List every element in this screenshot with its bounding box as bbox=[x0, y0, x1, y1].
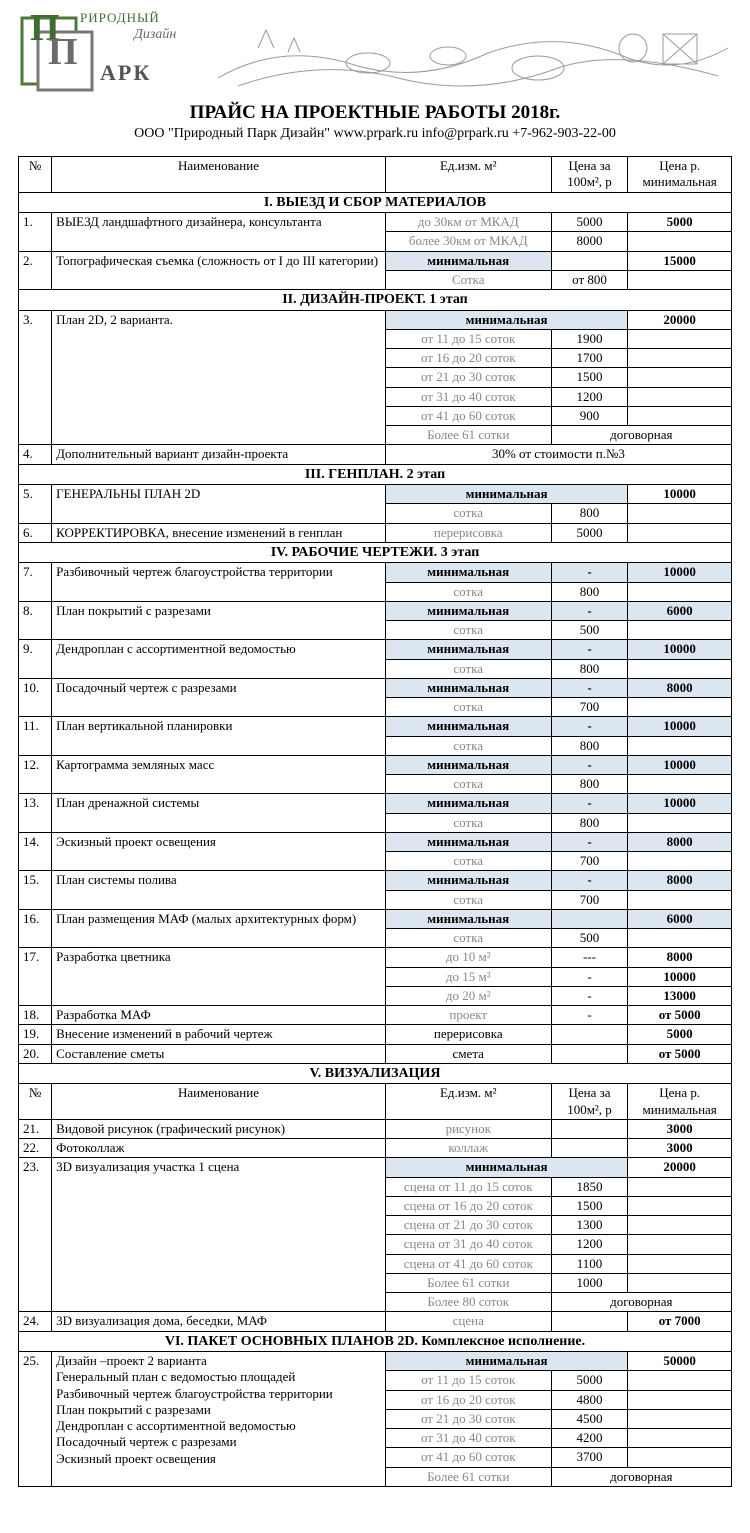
row-unit: коллаж bbox=[385, 1139, 551, 1158]
row-pmin: 3000 bbox=[628, 1119, 732, 1138]
row-p100: 5000 bbox=[551, 523, 628, 542]
row-pmin: 3000 bbox=[628, 1139, 732, 1158]
row-pmin: от 7000 bbox=[628, 1312, 732, 1331]
row-num: 18. bbox=[19, 1006, 52, 1025]
hdr-num: № bbox=[19, 157, 52, 193]
section-title: III. ГЕНПЛАН. 2 этап bbox=[19, 464, 732, 485]
hdr-pmin: Цена р. минимальная bbox=[628, 157, 732, 193]
section-title: VI. ПАКЕТ ОСНОВНЫХ ПЛАНОВ 2D. Комплексно… bbox=[19, 1331, 732, 1352]
row-p100 bbox=[551, 1139, 628, 1158]
hdr-unit: Ед.изм. м² bbox=[385, 157, 551, 193]
svg-text:П: П bbox=[48, 31, 78, 73]
row-name: Внесение изменений в рабочий чертеж bbox=[52, 1025, 386, 1044]
row-unit: перерисовка bbox=[385, 523, 551, 542]
row-p100 bbox=[551, 1119, 628, 1138]
logo-band: П П РИРОДНЫЙ Дизайн АРК bbox=[18, 8, 732, 96]
row-p100: - bbox=[551, 1006, 628, 1025]
row-name: Разработка МАФ bbox=[52, 1006, 386, 1025]
logo-text-1: РИРОДНЫЙ bbox=[80, 10, 160, 25]
row-name: Фотоколлаж bbox=[52, 1139, 386, 1158]
row-pmin: от 5000 bbox=[628, 1044, 732, 1063]
row-num: 22. bbox=[19, 1139, 52, 1158]
row-num: 6. bbox=[19, 523, 52, 542]
row-num: 24. bbox=[19, 1312, 52, 1331]
price-table: №НаименованиеЕд.изм. м²Цена за 100м², рЦ… bbox=[18, 156, 732, 1487]
logo-text-2: Дизайн bbox=[132, 27, 176, 42]
row-num: 19. bbox=[19, 1025, 52, 1044]
hdr-name: Наименование bbox=[52, 157, 386, 193]
section-title: I. ВЫЕЗД И СБОР МАТЕРИАЛОВ bbox=[19, 192, 732, 213]
row-p100 bbox=[551, 1312, 628, 1331]
section-title: IV. РАБОЧИЕ ЧЕРТЕЖИ. 3 этап bbox=[19, 542, 732, 563]
row-unit: смета bbox=[385, 1044, 551, 1063]
row-name: Видовой рисунок (графический рисунок) bbox=[52, 1119, 386, 1138]
section-title: II. ДИЗАЙН-ПРОЕКТ. 1 этап bbox=[19, 290, 732, 311]
row-p100 bbox=[551, 1044, 628, 1063]
row-pmin: 5000 bbox=[628, 1025, 732, 1044]
row-pmin bbox=[628, 523, 732, 542]
page-title: ПРАЙС НА ПРОЕКТНЫЕ РАБОТЫ 2018г. bbox=[18, 102, 732, 124]
section-title: V. ВИЗУАЛИЗАЦИЯ bbox=[19, 1063, 732, 1084]
row-unit: перерисовка bbox=[385, 1025, 551, 1044]
row-unit: проект bbox=[385, 1006, 551, 1025]
row-num: 20. bbox=[19, 1044, 52, 1063]
row-p100 bbox=[551, 1025, 628, 1044]
row-pmin: от 5000 bbox=[628, 1006, 732, 1025]
row-num: 21. bbox=[19, 1119, 52, 1138]
row-name: Составление сметы bbox=[52, 1044, 386, 1063]
row-name: КОРРЕКТИРОВКА, внесение изменений в генп… bbox=[52, 523, 386, 542]
row-unit: рисунок bbox=[385, 1119, 551, 1138]
logo-text-3: АРК bbox=[100, 60, 151, 85]
row-unit: сцена bbox=[385, 1312, 551, 1331]
hdr-p100: Цена за 100м², р bbox=[551, 157, 628, 193]
page-subtitle: ООО "Природный Парк Дизайн" www.prpark.r… bbox=[18, 126, 732, 142]
row-name: 3D визуализация дома, беседки, МАФ bbox=[52, 1312, 386, 1331]
